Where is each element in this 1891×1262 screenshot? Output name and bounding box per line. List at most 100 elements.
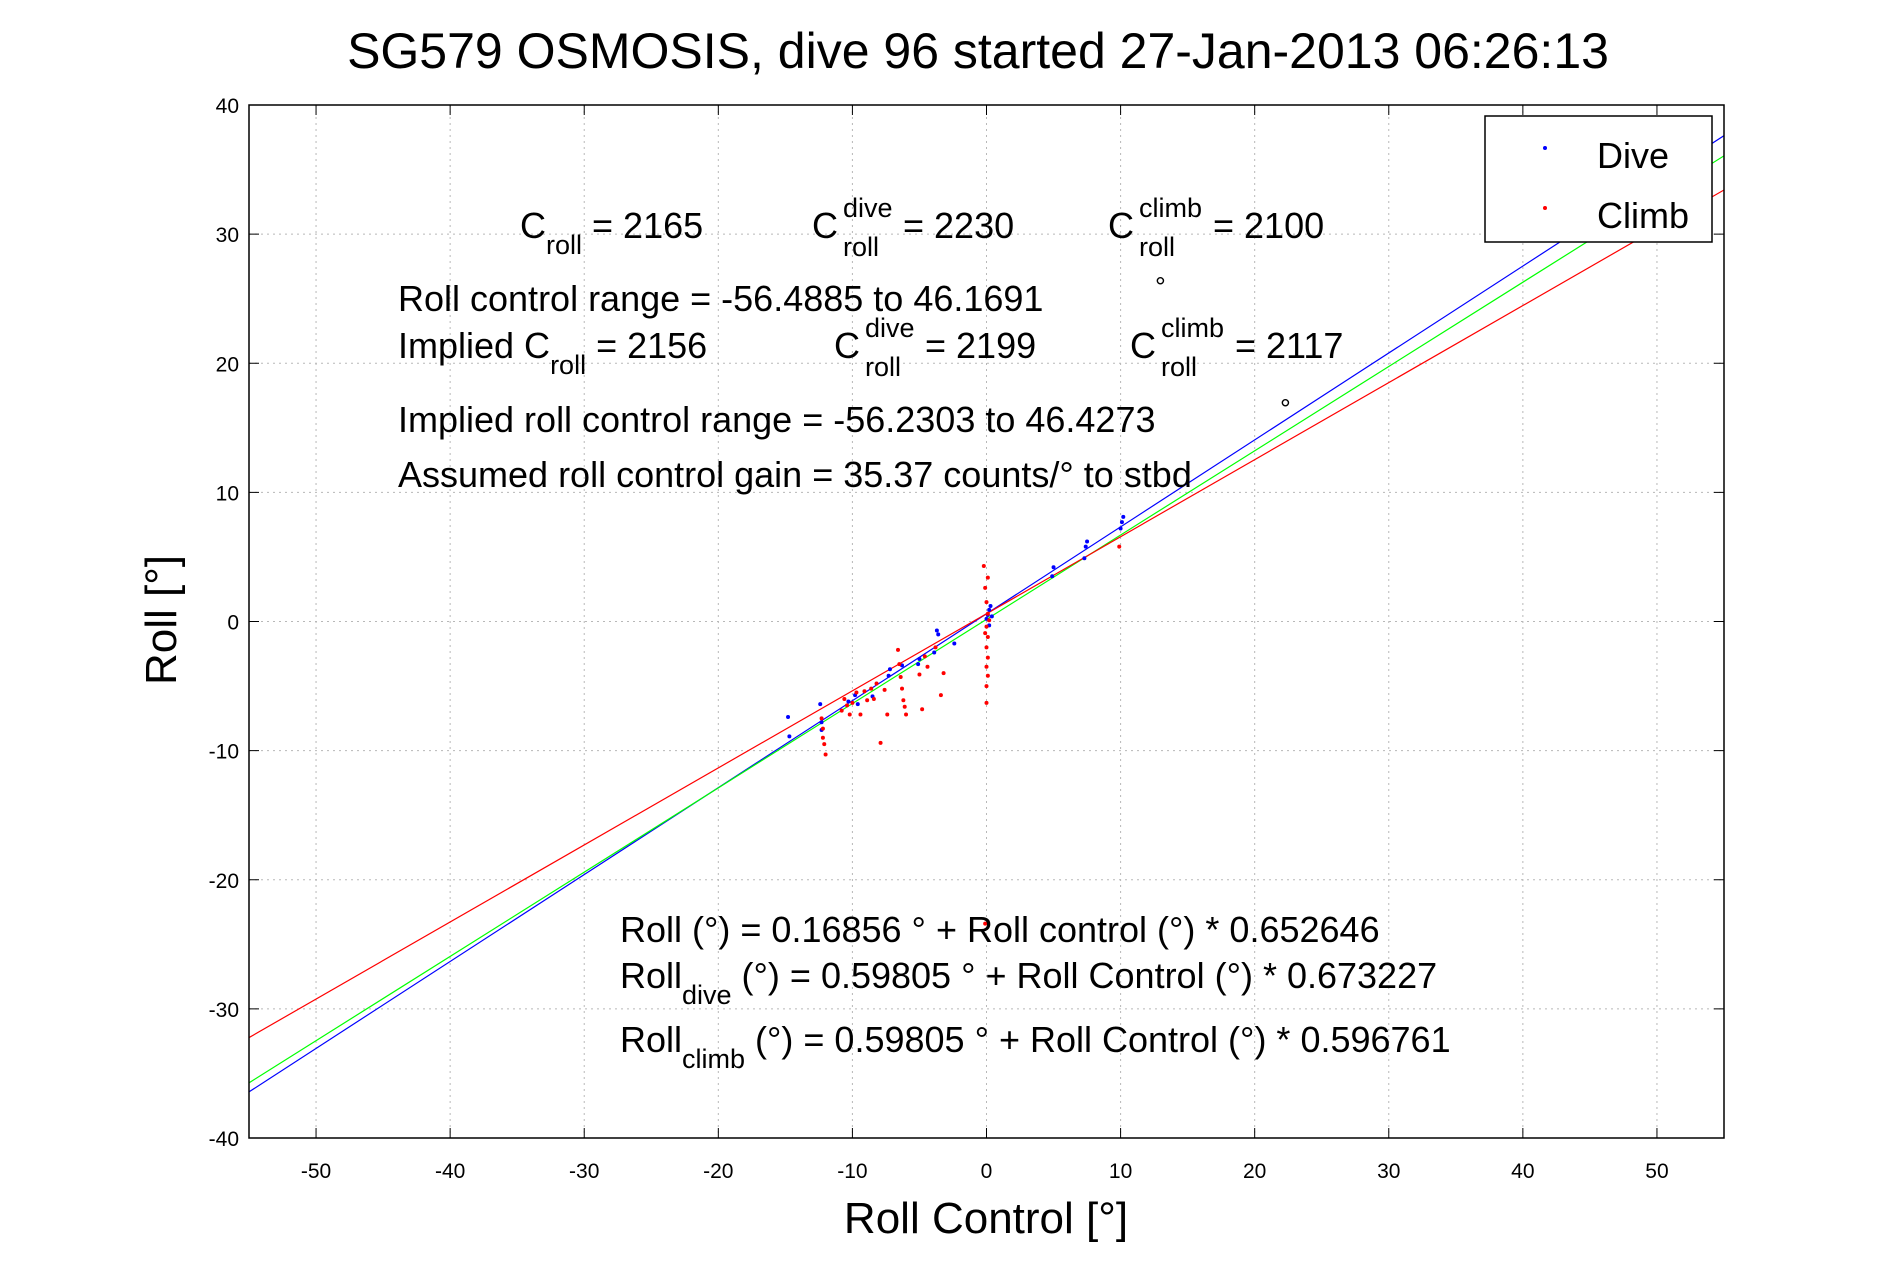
grid <box>249 104 1724 1139</box>
annotation-gain: Assumed roll control gain = 35.37 counts… <box>398 454 1192 495</box>
y-tick-label: 30 <box>216 224 239 247</box>
svg-text:Croll = 2165: Croll = 2165 <box>520 205 703 260</box>
data-point <box>823 752 828 757</box>
data-point <box>839 708 844 713</box>
y-tick-label: -10 <box>209 741 239 764</box>
data-point <box>896 647 900 652</box>
data-point <box>842 696 847 701</box>
annotation-c-roll-dive: C dive roll = 2230 <box>812 193 1014 262</box>
y-tick-label: -40 <box>209 1128 239 1151</box>
legend-label-climb: Climb <box>1597 195 1689 236</box>
data-point <box>1118 526 1123 531</box>
svg-text:Implied Croll = 2156: Implied Croll = 2156 <box>398 325 707 380</box>
data-point <box>983 631 988 636</box>
data-points <box>786 514 1126 926</box>
x-tick-label: -10 <box>837 1160 867 1183</box>
data-point <box>847 712 852 717</box>
data-point <box>917 672 922 677</box>
x-tick-label: 10 <box>1109 1160 1132 1183</box>
data-point <box>862 689 867 694</box>
legend-marker-climb <box>1543 206 1547 210</box>
svg-text:= 2100: = 2100 <box>1213 205 1324 246</box>
data-point <box>938 693 943 698</box>
data-point <box>987 607 992 612</box>
data-point <box>1119 520 1124 525</box>
svg-text:= 2117: = 2117 <box>1235 325 1343 366</box>
annotation-fit-all: Roll (°) = 0.16856 ° + Roll control (°) … <box>620 909 1380 950</box>
svg-text:C: C <box>1130 325 1156 366</box>
data-point <box>985 655 990 660</box>
y-tick-labels: -40 -30 -20 -10 0 10 20 30 40 <box>209 95 239 1151</box>
x-tick-label: 50 <box>1645 1160 1668 1183</box>
data-point <box>854 690 859 695</box>
data-point <box>936 632 941 637</box>
data-point <box>787 734 792 739</box>
annotation-fit-climb: Rollclimb (°) = 0.59805 ° + Roll Control… <box>620 1019 1451 1074</box>
data-point <box>984 624 989 629</box>
x-tick-label: -40 <box>435 1160 465 1183</box>
x-tick-label: 40 <box>1511 1160 1534 1183</box>
data-point <box>822 742 827 747</box>
data-point <box>897 662 902 667</box>
data-point <box>902 704 907 709</box>
svg-text:Roll control range = -56.4885: Roll control range = -56.4885 to 46.1691 <box>398 278 1043 319</box>
svg-text:= 2199: = 2199 <box>925 325 1036 366</box>
svg-text:dive: dive <box>865 313 915 343</box>
annotation-c-roll: Croll = 2165 <box>520 205 703 260</box>
y-tick-label: 40 <box>216 95 239 118</box>
data-point <box>934 628 939 633</box>
y-tick-label: -20 <box>209 870 239 893</box>
x-axis-label: Roll Control [°] <box>844 1194 1128 1243</box>
svg-text:Implied roll control range = -: Implied roll control range = -56.2303 to… <box>398 399 1156 440</box>
data-point <box>983 585 988 590</box>
svg-text:roll: roll <box>843 232 879 262</box>
series-climb <box>819 544 1122 926</box>
data-point <box>1083 544 1088 549</box>
svg-text:C: C <box>1108 205 1134 246</box>
data-point <box>984 664 989 669</box>
data-point <box>874 681 879 686</box>
data-point <box>985 634 990 639</box>
data-point <box>900 686 905 691</box>
svg-text:roll: roll <box>865 352 901 382</box>
data-point <box>922 654 927 659</box>
legend: Dive Climb <box>1484 115 1713 243</box>
data-point <box>885 712 890 717</box>
data-point <box>855 702 860 707</box>
data-point <box>1051 565 1056 570</box>
annotation-implied-range: Implied roll control range = -56.2303 to… <box>398 394 1291 440</box>
data-point <box>850 700 855 705</box>
annotation-fit-dive: Rolldive (°) = 0.59805 ° + Roll Control … <box>620 955 1437 1010</box>
annotation-implied-c-roll-climb: C climb roll = 2117 <box>1130 313 1343 382</box>
data-point <box>858 712 863 717</box>
data-point <box>846 699 851 704</box>
data-point <box>989 614 994 619</box>
x-tick-label: -50 <box>301 1160 331 1183</box>
data-point <box>984 645 989 650</box>
svg-text:°: ° <box>1155 272 1166 302</box>
data-point <box>820 726 825 731</box>
y-axis-label: Roll [°] <box>137 555 186 685</box>
data-point <box>1082 556 1087 561</box>
x-tick-label: -20 <box>703 1160 733 1183</box>
legend-box <box>1484 115 1713 243</box>
x-tick-label: 0 <box>981 1160 993 1183</box>
data-point <box>920 707 925 712</box>
data-point <box>845 703 850 708</box>
legend-marker-dive <box>1543 146 1547 150</box>
x-tick-label: 30 <box>1377 1160 1400 1183</box>
svg-text:roll: roll <box>1161 352 1197 382</box>
legend-label-dive: Dive <box>1597 135 1669 176</box>
data-point <box>981 563 986 568</box>
data-point <box>882 687 887 692</box>
data-point <box>916 662 921 667</box>
data-point <box>901 698 906 703</box>
y-tick-label: 20 <box>216 353 239 376</box>
svg-text:climb: climb <box>1161 313 1224 343</box>
data-point <box>865 698 870 703</box>
svg-text:climb: climb <box>1139 193 1202 223</box>
data-point <box>988 604 993 609</box>
data-point <box>886 673 891 678</box>
annotation-implied-c-roll-dive: C dive roll = 2199 <box>834 313 1036 382</box>
data-point <box>985 611 990 616</box>
